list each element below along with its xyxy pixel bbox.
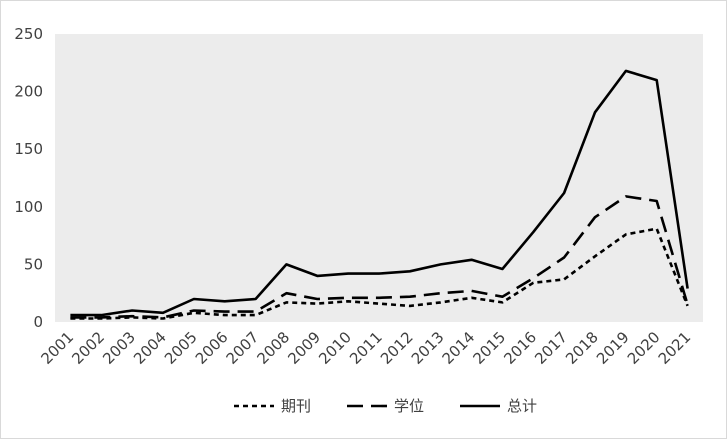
y-tick-label: 150 (14, 140, 43, 158)
legend-label-0: 期刊 (281, 397, 311, 415)
series-line-0 (70, 227, 689, 320)
x-tick-label: 2013 (408, 328, 448, 368)
legend-label-2: 总计 (507, 397, 537, 415)
series-lines (70, 69, 689, 320)
x-tick-label: 2018 (562, 328, 602, 368)
series-line-1 (70, 195, 689, 319)
x-tick-label: 2011 (346, 328, 386, 368)
x-tick-label: 2004 (130, 328, 170, 368)
y-tick-label: 50 (24, 255, 43, 273)
x-tick-label: 2014 (439, 328, 479, 368)
x-tick-label: 2021 (655, 328, 695, 368)
x-tick-label: 2016 (500, 328, 540, 368)
x-axis: 2001200220032004200520062007200820092010… (38, 328, 695, 368)
y-tick-label: 0 (33, 313, 43, 331)
legend-label-1: 学位 (394, 397, 424, 415)
x-tick-label: 2017 (531, 328, 571, 368)
x-tick-label: 2007 (223, 328, 263, 368)
x-tick-label: 2012 (377, 328, 417, 368)
x-tick-label: 2005 (161, 328, 201, 368)
x-tick-label: 2006 (192, 328, 232, 368)
legend: 期刊 学位 总计 (234, 397, 537, 415)
series-line-2 (70, 69, 689, 317)
x-tick-label: 2001 (38, 328, 78, 368)
x-tick-label: 2019 (593, 328, 633, 368)
y-tick-label: 200 (14, 83, 43, 101)
x-tick-label: 2020 (624, 328, 664, 368)
x-tick-label: 2009 (284, 328, 324, 368)
x-tick-label: 2003 (99, 328, 139, 368)
y-axis: 0 50 100 150 200 250 (14, 25, 43, 331)
y-tick-label: 100 (14, 198, 43, 216)
x-tick-label: 2010 (315, 328, 355, 368)
plot-area (55, 34, 703, 322)
y-tick-label: 250 (14, 25, 43, 43)
x-tick-label: 2015 (470, 328, 510, 368)
x-tick-label: 2002 (68, 328, 108, 368)
x-tick-label: 2008 (254, 328, 294, 368)
